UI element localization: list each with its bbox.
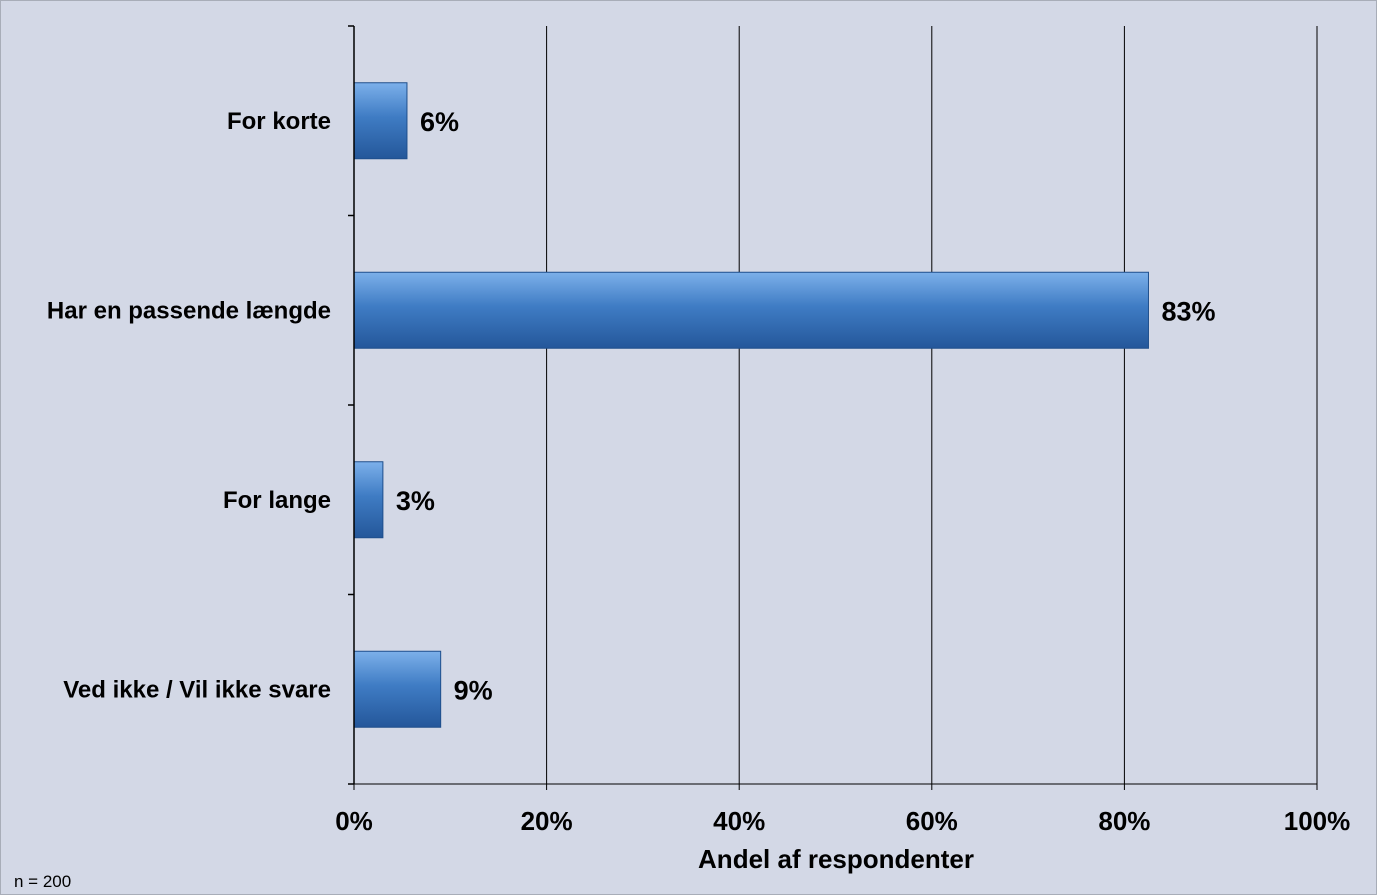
sample-size-note: n = 200 bbox=[14, 872, 72, 891]
data-label: 3% bbox=[396, 486, 435, 516]
category-label: Har en passende længde bbox=[47, 297, 331, 324]
labels: 0% 20% 40% 60% 80% 100% For korte 6% Har en pass… bbox=[47, 107, 1350, 836]
bar bbox=[353, 271, 1149, 349]
data-label: 9% bbox=[454, 675, 493, 705]
x-tick-label: 0% bbox=[335, 806, 373, 836]
x-tick-label: 100% bbox=[1284, 806, 1351, 836]
category-label: Ved ikke / Vil ikke svare bbox=[63, 676, 331, 703]
x-tick-label: 80% bbox=[1098, 806, 1150, 836]
category-label: For korte bbox=[227, 108, 331, 135]
bar bbox=[353, 461, 384, 539]
x-tick-label: 20% bbox=[521, 806, 573, 836]
data-label: 83% bbox=[1161, 296, 1215, 326]
data-label: 6% bbox=[420, 107, 459, 137]
gridlines bbox=[546, 26, 1318, 784]
axes bbox=[348, 25, 1318, 790]
bars bbox=[353, 82, 1149, 728]
bar bbox=[353, 82, 408, 160]
bar bbox=[353, 650, 442, 728]
x-tick-label: 60% bbox=[906, 806, 958, 836]
x-tick-label: 40% bbox=[713, 806, 765, 836]
x-axis-title: Andel af respondenter bbox=[698, 844, 974, 874]
category-label: For lange bbox=[223, 487, 331, 514]
